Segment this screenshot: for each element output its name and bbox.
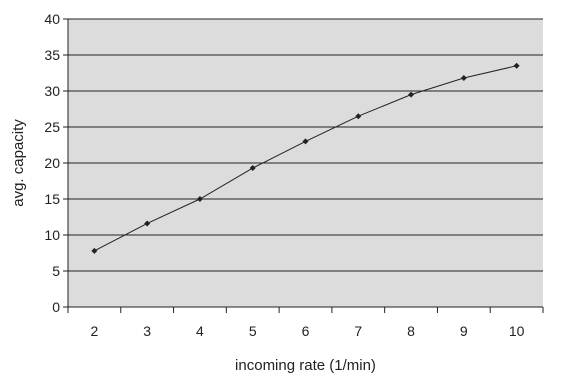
plot-area [68,18,543,307]
y-tick-label-6: 30 [44,83,60,99]
x-tick-label-3: 5 [249,323,257,339]
axes: 0 5 10 15 20 25 30 35 40 2 3 4 5 6 7 8 9 10 [44,11,544,339]
y-tick-label-3: 15 [44,191,60,207]
y-tick-label-4: 20 [44,155,60,171]
data-point-5 [355,113,362,120]
data-point-8 [513,62,520,69]
x-tick-label-2: 4 [196,323,204,339]
y-tick-label-0: 0 [52,299,60,315]
data-point-1 [144,220,151,227]
x-tick-label-1: 3 [143,323,151,339]
labels-layer: incoming rate (1/min) avg. capacity [10,119,376,374]
x-tick-label-5: 7 [354,323,362,339]
x-tick-label-4: 6 [302,323,310,339]
data-point-6 [408,91,415,98]
y-tick-label-5: 25 [44,119,60,135]
data-point-0 [91,247,98,254]
x-tick-label-8: 10 [509,323,525,339]
y-tick-label-8: 40 [44,11,60,27]
y-tick-label-1: 5 [52,263,60,279]
x-tick-label-7: 9 [460,323,468,339]
x-tick-label-6: 8 [407,323,415,339]
data-point-4 [302,138,309,145]
y-axis-title: avg. capacity [10,119,27,207]
y-tick-label-7: 35 [44,47,60,63]
series-layer [91,62,520,254]
data-point-3 [249,165,256,172]
x-axis-title: incoming rate (1/min) [235,357,376,374]
y-tick-label-2: 10 [44,227,60,243]
x-tick-label-0: 2 [90,323,98,339]
data-point-2 [196,196,203,202]
data-point-7 [460,75,467,82]
